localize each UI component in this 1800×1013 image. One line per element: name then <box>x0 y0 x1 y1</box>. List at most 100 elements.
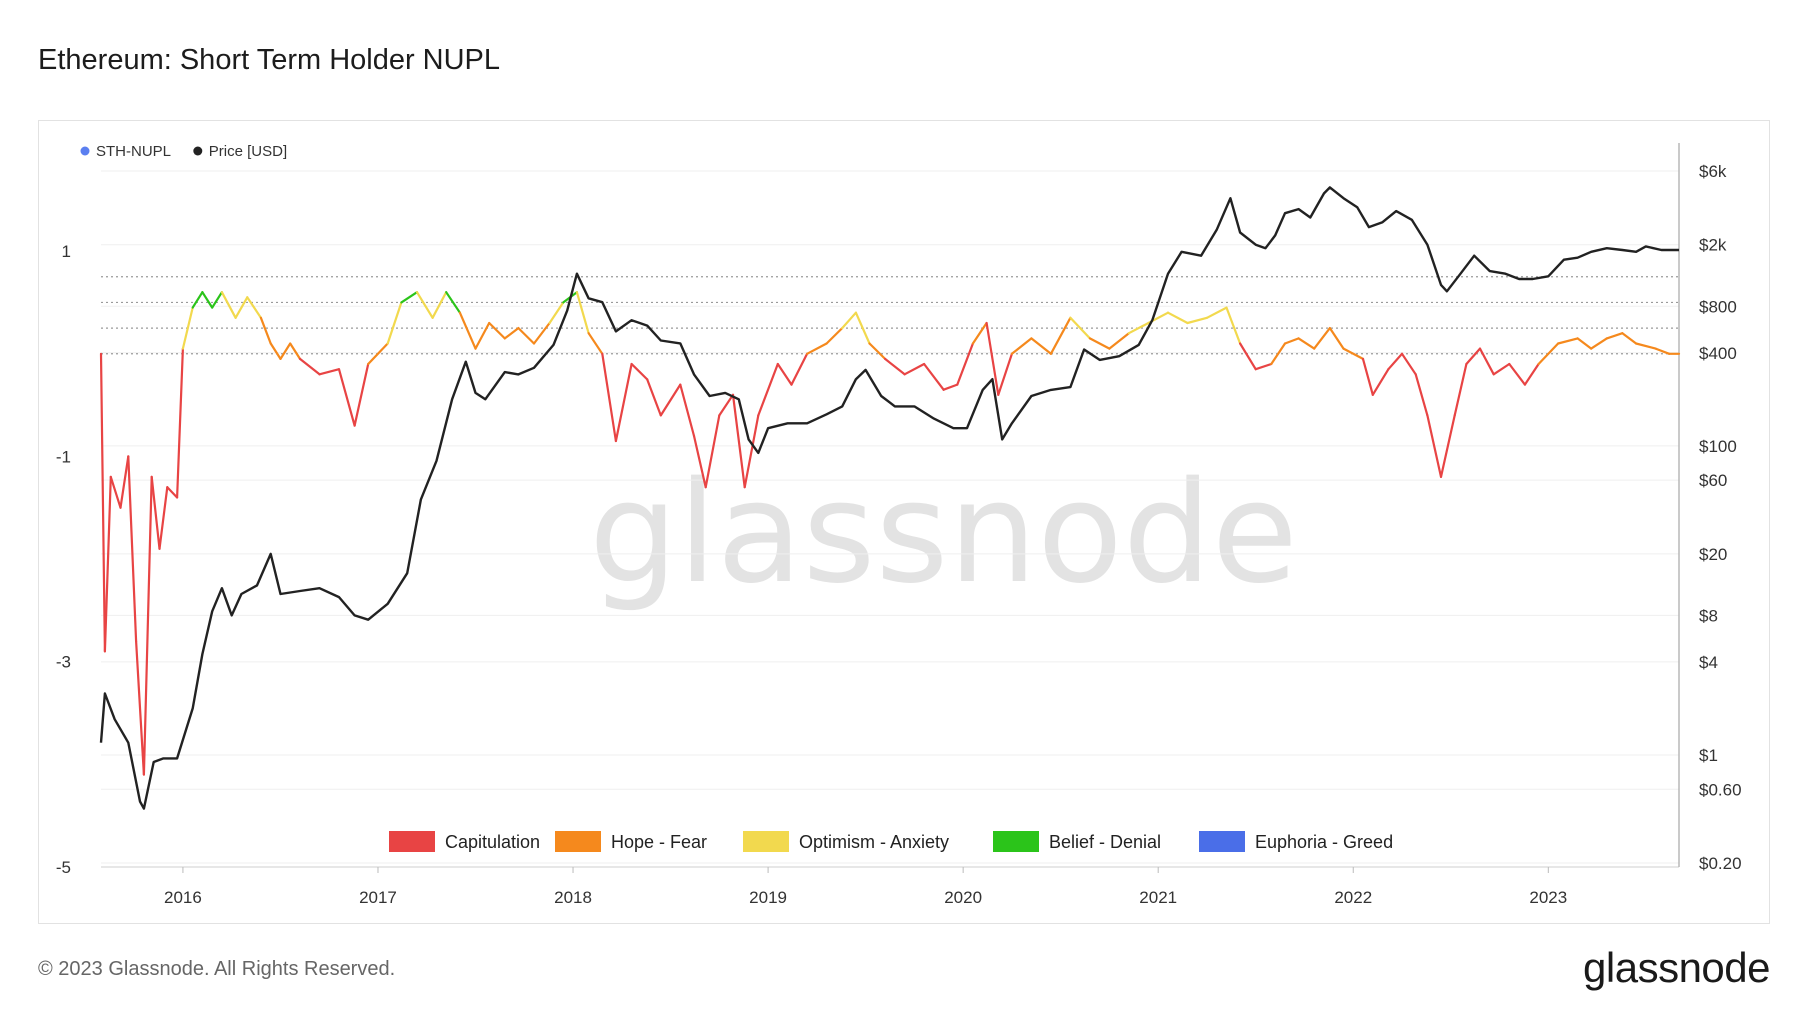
sth-nupl-segment <box>1414 373 1429 417</box>
sth-nupl-segment <box>646 378 662 417</box>
right-tick-label: $20 <box>1699 545 1727 564</box>
sth-nupl-segment <box>488 321 506 340</box>
sth-nupl-segment <box>517 327 536 345</box>
footer-copyright: © 2023 Glassnode. All Rights Reserved. <box>38 958 396 980</box>
sth-nupl-segment <box>731 393 746 489</box>
sth-nupl-segment <box>176 347 184 499</box>
right-tick-label: $1 <box>1699 746 1718 765</box>
sth-nupl-segment <box>1254 362 1273 371</box>
page-title: Ethereum: Short Term Holder NUPL <box>38 44 501 76</box>
sth-nupl-segment <box>1576 337 1593 350</box>
sth-nupl-segment <box>997 352 1014 396</box>
legend-top: STH-NUPL Price [USD] <box>80 143 287 160</box>
sth-nupl-segment <box>367 342 389 366</box>
sth-nupl-segment <box>718 393 735 417</box>
sth-nupl-segment <box>1634 342 1657 350</box>
sth-nupl-segment <box>445 291 461 314</box>
x-tick-label: 2016 <box>164 888 202 907</box>
sth-nupl-segment <box>776 362 793 386</box>
sth-nupl-segment <box>431 291 448 319</box>
sth-nupl-segment <box>601 352 618 443</box>
right-tick-label: $8 <box>1699 606 1718 625</box>
sth-nupl-segment <box>298 357 321 376</box>
sth-nupl-segment <box>1010 337 1033 355</box>
sth-nupl-segment <box>1508 362 1527 386</box>
sth-nupl-segment <box>692 434 707 489</box>
sth-nupl-segment <box>1328 327 1345 350</box>
left-tick-label: -3 <box>56 653 71 672</box>
sth-nupl-segment <box>211 291 223 309</box>
sth-nupl-segment <box>1478 347 1495 376</box>
sth-nupl-segment <box>704 414 721 489</box>
sth-nupl-segment <box>1590 337 1608 350</box>
legend-swatch-icon <box>993 831 1039 852</box>
legend-bottom: Capitulation Hope - Fear Optimism - Anxiet… <box>389 831 1393 852</box>
sth-nupl-segment <box>181 306 194 350</box>
sth-nupl-segment <box>548 301 565 325</box>
sth-nupl-segment <box>1186 316 1209 325</box>
sth-nupl-segment <box>1127 321 1150 335</box>
sth-nupl-segment <box>1387 352 1404 371</box>
sth-nupl-segment <box>415 291 434 319</box>
price-line <box>99 186 1679 810</box>
sth-nupl-segment <box>134 640 146 776</box>
sth-nupl-segment <box>279 342 292 360</box>
sth-nupl-segment <box>1225 306 1242 345</box>
legend-bottom-label: Belief - Denial <box>1049 832 1161 852</box>
sth-nupl-segment <box>1426 414 1443 478</box>
sth-nupl-segment <box>458 311 477 350</box>
sth-nupl-segment <box>99 352 107 653</box>
sth-nupl-segment <box>1492 362 1511 376</box>
sth-nupl-segment <box>119 455 130 509</box>
sth-nupl-segment <box>1069 316 1092 340</box>
sth-nupl-segment <box>103 475 112 653</box>
sth-nupl-segment <box>630 362 649 381</box>
left-tick-label: -1 <box>56 447 71 466</box>
sth-nupl-segment <box>337 368 356 427</box>
sth-nupl-segment <box>532 321 551 345</box>
sth-nupl-segment <box>158 486 169 550</box>
sth-nupl-segment <box>883 357 906 376</box>
sth-nupl-segment <box>679 383 696 437</box>
footer-logo[interactable]: glassnode <box>1583 944 1770 991</box>
sth-nupl-segment <box>971 321 988 345</box>
sth-nupl-segment <box>1556 337 1579 345</box>
price-path <box>99 186 1679 810</box>
sth-nupl-segment <box>868 342 887 360</box>
sth-nupl-segment <box>1342 347 1365 360</box>
legend-swatch-icon <box>743 831 789 852</box>
sth-nupl-segment <box>1523 362 1540 386</box>
sth-nupl-segment <box>386 301 403 345</box>
right-tick-label: $100 <box>1699 437 1737 456</box>
x-tick-label: 2020 <box>944 888 982 907</box>
x-tick-label: 2023 <box>1529 888 1567 907</box>
sth-nupl-segment <box>854 311 871 345</box>
right-tick-label: $0.60 <box>1699 780 1742 799</box>
legend-dot-icon <box>193 146 203 156</box>
legend-top-label: STH-NUPL <box>96 143 171 160</box>
sth-nupl-segment <box>790 352 809 386</box>
sth-nupl-segment <box>1371 368 1390 396</box>
sth-nupl-segment <box>1453 362 1468 417</box>
sth-nupl-segment <box>234 296 249 319</box>
sth-nupl-segment <box>903 362 926 376</box>
sth-nupl-segment <box>201 291 214 309</box>
right-tick-label: $800 <box>1699 297 1737 316</box>
right-tick-label: $6k <box>1699 162 1727 181</box>
right-tick-label: $400 <box>1699 344 1737 363</box>
sth-nupl-segment <box>805 342 828 355</box>
x-tick-label: 2019 <box>749 888 787 907</box>
right-tick-label: $0.20 <box>1699 854 1742 873</box>
legend-bottom-label: Capitulation <box>445 832 540 852</box>
sth-nupl-segment <box>150 475 161 550</box>
sth-nupl-segment <box>757 362 779 417</box>
sth-nupl-segment <box>109 475 122 509</box>
sth-nupl-segment <box>269 342 282 360</box>
sth-nupl-segment <box>922 362 945 391</box>
left-tick-label: -5 <box>56 858 71 877</box>
sth-nupl-segment <box>743 414 760 489</box>
sth-nupl-segment <box>985 321 1000 396</box>
sth-nupl-segment <box>1108 332 1131 350</box>
left-tick-label: 1 <box>62 242 71 261</box>
sth-nupl-segment <box>1400 352 1417 376</box>
